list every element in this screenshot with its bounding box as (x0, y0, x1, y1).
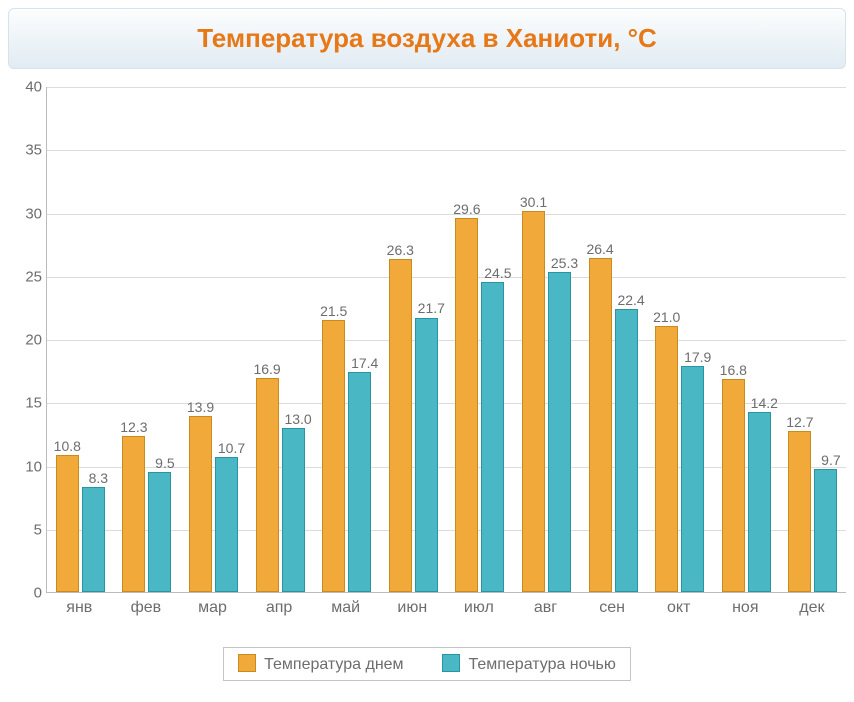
value-label-day: 12.3 (120, 419, 147, 435)
bar-night (148, 472, 171, 592)
value-label-day: 10.8 (54, 438, 81, 454)
bar-night (215, 457, 238, 592)
value-label-night: 9.5 (155, 455, 174, 471)
y-tick-label: 25 (8, 268, 42, 285)
x-tick-label: май (331, 599, 360, 617)
bar-night (282, 428, 305, 592)
value-label-day: 21.0 (653, 309, 680, 325)
chart-wrap: 0510152025303540 10.88.312.39.513.910.71… (8, 87, 846, 627)
x-tick-label: янв (66, 599, 92, 617)
x-tick-label: июн (397, 599, 427, 617)
bar-night (814, 469, 837, 592)
bar-day (389, 259, 412, 592)
value-label-day: 13.9 (187, 399, 214, 415)
legend-label-day: Температура днем (264, 656, 403, 673)
bar-night (415, 318, 438, 593)
bar-day (122, 436, 145, 592)
value-label-night: 25.3 (551, 255, 578, 271)
value-label-day: 16.9 (253, 361, 280, 377)
legend-swatch-night (442, 654, 460, 672)
value-label-night: 13.0 (284, 411, 311, 427)
bar-night (615, 309, 638, 592)
x-tick-label: ноя (732, 599, 758, 617)
value-label-day: 26.3 (387, 242, 414, 258)
y-tick-label: 10 (8, 458, 42, 475)
gridline (47, 340, 846, 341)
legend-box: Температура днем Температура ночью (223, 647, 631, 681)
value-label-night: 10.7 (218, 440, 245, 456)
bar-day (522, 211, 545, 592)
bar-day (788, 431, 811, 592)
y-tick-label: 30 (8, 205, 42, 222)
bar-day (655, 326, 678, 592)
value-label-day: 21.5 (320, 303, 347, 319)
chart-title: Температура воздуха в Ханиоти, °C (9, 23, 845, 54)
gridline (47, 150, 846, 151)
value-label-night: 9.7 (821, 452, 840, 468)
legend-swatch-day (238, 654, 256, 672)
x-axis-ticks: янв фев мар апр май июн июл авг сен окт ноя дек (46, 599, 846, 627)
x-tick-label: мар (198, 599, 227, 617)
bar-night (548, 272, 571, 592)
legend-label-night: Температура ночью (468, 656, 615, 673)
bar-night (348, 372, 371, 592)
bar-day (256, 378, 279, 592)
y-tick-label: 40 (8, 79, 42, 96)
value-label-night: 17.9 (684, 349, 711, 365)
chart-title-bar: Температура воздуха в Ханиоти, °C (8, 8, 846, 69)
bar-day (56, 455, 79, 592)
bar-night (748, 412, 771, 592)
legend: Температура днем Температура ночью (8, 647, 846, 681)
x-tick-label: фев (131, 599, 162, 617)
value-label-day: 16.8 (720, 362, 747, 378)
value-label-night: 14.2 (751, 395, 778, 411)
value-label-night: 24.5 (484, 265, 511, 281)
x-tick-label: сен (599, 599, 625, 617)
bar-day (722, 379, 745, 592)
gridline (47, 277, 846, 278)
bar-day (189, 416, 212, 592)
value-label-night: 17.4 (351, 355, 378, 371)
value-label-day: 12.7 (786, 414, 813, 430)
y-tick-label: 5 (8, 521, 42, 538)
x-tick-label: окт (667, 599, 690, 617)
value-label-night: 22.4 (617, 292, 644, 308)
x-tick-label: июл (464, 599, 494, 617)
bar-day (322, 320, 345, 592)
bar-day (589, 258, 612, 592)
x-tick-label: дек (799, 599, 824, 617)
value-label-day: 30.1 (520, 194, 547, 210)
plot-area: 10.8 8.3 12.3 9.5 13.9 10.7 16.9 13.0 21.5 17.4 26… (46, 87, 846, 593)
value-label-night: 21.7 (418, 300, 445, 316)
gridline (47, 214, 846, 215)
y-tick-label: 20 (8, 332, 42, 349)
y-tick-label: 35 (8, 142, 42, 159)
x-tick-label: авг (534, 599, 557, 617)
y-tick-label: 0 (8, 585, 42, 602)
bar-day (455, 218, 478, 592)
bar-night (82, 487, 105, 592)
value-label-day: 29.6 (453, 201, 480, 217)
bar-night (681, 366, 704, 592)
value-label-day: 26.4 (586, 241, 613, 257)
gridline (47, 87, 846, 88)
bar-night (481, 282, 504, 592)
x-tick-label: апр (266, 599, 292, 617)
y-tick-label: 15 (8, 395, 42, 412)
value-label-night: 8.3 (89, 470, 108, 486)
